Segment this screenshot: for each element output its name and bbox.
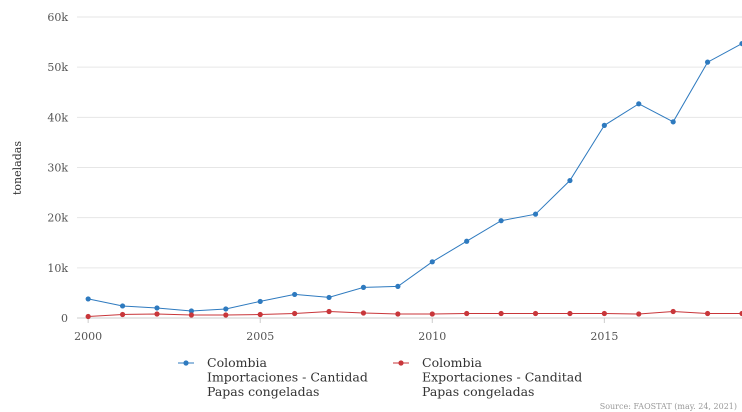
legend-label: Colombia [422,355,482,370]
legend-label: Papas congeladas [207,384,319,399]
x-axis: 2000 2005 2010 2015 [74,317,742,343]
series-line [88,310,742,317]
data-point[interactable] [257,311,263,318]
y-tick-label: 10k [47,262,68,275]
data-point[interactable] [636,311,642,317]
data-point[interactable] [429,311,435,317]
x-tick-label: 2005 [246,330,274,343]
legend-label: Importaciones - Cantidad [207,370,368,385]
x-tick-label: 2010 [418,330,446,343]
data-point[interactable] [326,308,332,315]
data-point[interactable] [567,310,573,317]
data-point[interactable] [223,312,229,318]
x-tick-label: 2000 [74,330,102,343]
data-point[interactable] [257,298,263,305]
data-point[interactable] [739,310,742,317]
legend-label: Papas congeladas [422,384,534,399]
data-point[interactable] [395,311,401,317]
series-2 [85,308,742,320]
data-point[interactable] [223,306,229,312]
data-point[interactable] [119,311,126,318]
data-point[interactable] [739,40,742,47]
data-point[interactable] [498,310,504,317]
data-point[interactable] [429,259,435,265]
data-point[interactable] [704,310,711,317]
data-point[interactable] [670,308,676,315]
data-point[interactable] [360,284,367,290]
data-point[interactable] [532,310,539,317]
y-tick-label: 30k [47,162,68,175]
data-point[interactable] [395,283,401,289]
data-point[interactable] [154,305,160,311]
y-axis-title: toneladas [11,141,24,195]
data-point[interactable] [360,310,367,316]
y-tick-label: 60k [47,11,68,24]
data-point[interactable] [704,59,711,65]
data-point[interactable] [292,310,298,317]
x-tick-label: 2015 [590,330,618,343]
plot-series [85,40,742,320]
data-point[interactable] [601,310,607,317]
data-point[interactable] [532,211,539,217]
data-point[interactable] [567,177,573,184]
data-point[interactable] [85,296,91,302]
data-point[interactable] [85,313,91,320]
data-point[interactable] [119,303,126,309]
y-tick-label: 0 [61,312,68,325]
legend-label: Exportaciones - Canditad [422,370,582,385]
data-point[interactable] [188,312,194,318]
y-tick-label: 20k [47,212,68,225]
series-line [88,43,742,312]
data-point[interactable] [464,238,470,244]
gridlines [77,16,742,319]
data-point[interactable] [154,311,160,317]
legend-marker [183,360,189,366]
y-tick-label: 40k [47,111,68,124]
data-point[interactable] [636,101,642,107]
data-point[interactable] [292,291,298,298]
y-tick-label: 50k [47,61,68,74]
legend-marker [398,360,404,366]
data-point[interactable] [498,218,504,224]
data-point[interactable] [188,308,194,314]
y-axis: 0 10k 20k 30k 40k 50k 60k [47,11,68,325]
data-point[interactable] [464,310,470,317]
data-point[interactable] [601,122,607,128]
series-1 [85,40,742,314]
data-point[interactable] [670,119,676,125]
source-note: Source: FAOSTAT (may. 24, 2021) [600,402,737,411]
legend-label: Colombia [207,355,267,370]
data-point[interactable] [326,294,332,301]
